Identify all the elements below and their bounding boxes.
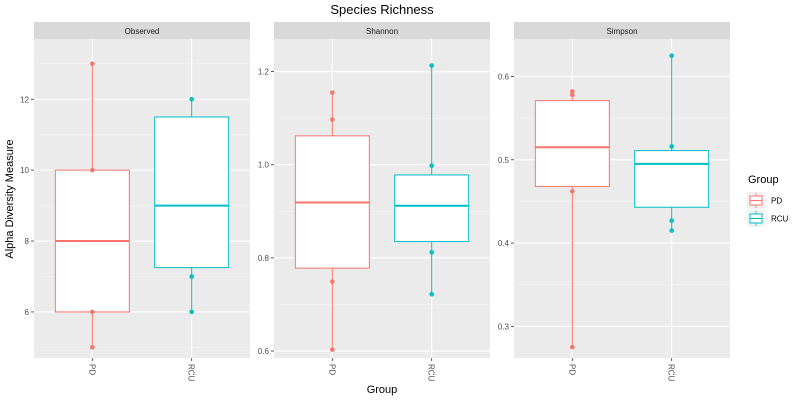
- x-axis-title: Group: [367, 384, 398, 396]
- x-tick-label: PD: [327, 364, 336, 375]
- y-tick-label: 6: [25, 308, 30, 317]
- x-tick-label: PD: [87, 364, 96, 375]
- x-tick-label: RCU: [427, 364, 436, 382]
- box: [634, 150, 710, 208]
- box: [534, 100, 610, 187]
- data-point: [189, 309, 194, 315]
- data-point: [669, 53, 674, 58]
- facet-shannon: Shannon 0.6 0.8 1.0 1.2 PD RCU: [258, 22, 490, 382]
- facet-panels: Observed 6 8 10 12 PD RCU Shannon 0.6 0.8 1.0 1.2 PD…: [20, 22, 730, 382]
- facet-strip-label: Shannon: [366, 27, 398, 36]
- y-tick-label: 0.6: [258, 347, 270, 356]
- data-point: [90, 167, 95, 173]
- data-point: [90, 309, 95, 315]
- data-point: [570, 189, 575, 194]
- boxplot-rcu: [154, 96, 230, 315]
- y-tick-label: 0.5: [498, 156, 510, 165]
- data-point: [669, 144, 674, 149]
- data-point: [189, 274, 194, 279]
- facet-simpson: Simpson 0.3 0.4 0.5 0.6 PD RCU: [498, 22, 730, 382]
- facet-strip: [274, 22, 490, 39]
- legend: Group PD RCU: [747, 174, 789, 227]
- y-tick-label: 0.3: [498, 322, 510, 331]
- data-point: [669, 228, 674, 233]
- data-point: [570, 89, 575, 94]
- facet-strip: [514, 22, 730, 39]
- y-tick-label: 1.2: [258, 68, 270, 77]
- data-point: [330, 117, 335, 122]
- legend-title: Group: [748, 174, 779, 186]
- box: [394, 174, 470, 243]
- legend-item-rcu: RCU: [747, 210, 789, 227]
- y-tick-label: 0.6: [498, 72, 510, 81]
- data-point: [330, 347, 335, 352]
- y-tick-label: 10: [20, 166, 29, 175]
- data-point: [330, 90, 335, 95]
- facet-strip-label: Simpson: [606, 27, 637, 36]
- data-point: [669, 218, 674, 223]
- data-point: [429, 163, 434, 168]
- data-point: [429, 63, 434, 68]
- legend-item-pd: PD: [747, 192, 782, 209]
- boxplot-rcu: [634, 53, 710, 233]
- legend-label: PD: [771, 197, 782, 206]
- y-axis-title: Alpha Diversity Measure: [4, 139, 16, 258]
- x-tick-label: RCU: [187, 364, 196, 382]
- y-tick-label: 8: [25, 237, 30, 246]
- y-tick-label: 1.0: [258, 161, 270, 170]
- data-point: [570, 92, 575, 98]
- facet-observed: Observed 6 8 10 12 PD RCU: [20, 22, 250, 382]
- boxplot-pd: [294, 90, 370, 352]
- chart-title: Species Richness: [330, 2, 434, 17]
- facet-strip: [34, 22, 250, 39]
- data-point: [330, 279, 335, 284]
- boxplot-rcu: [394, 63, 470, 297]
- boxplot-pd: [534, 89, 610, 350]
- box: [154, 116, 230, 269]
- data-point: [90, 61, 95, 67]
- data-point: [90, 345, 95, 350]
- data-point: [429, 249, 434, 255]
- data-point: [570, 344, 575, 350]
- facet-strip-label: Observed: [125, 27, 160, 36]
- y-tick-label: 12: [20, 95, 29, 104]
- legend-label: RCU: [771, 215, 789, 224]
- x-tick-label: RCU: [667, 364, 676, 382]
- data-point: [189, 96, 194, 102]
- boxplot-pd: [54, 61, 130, 350]
- data-point: [429, 291, 434, 297]
- y-tick-label: 0.4: [498, 239, 510, 248]
- x-tick-label: PD: [567, 364, 576, 375]
- y-tick-label: 0.8: [258, 254, 270, 263]
